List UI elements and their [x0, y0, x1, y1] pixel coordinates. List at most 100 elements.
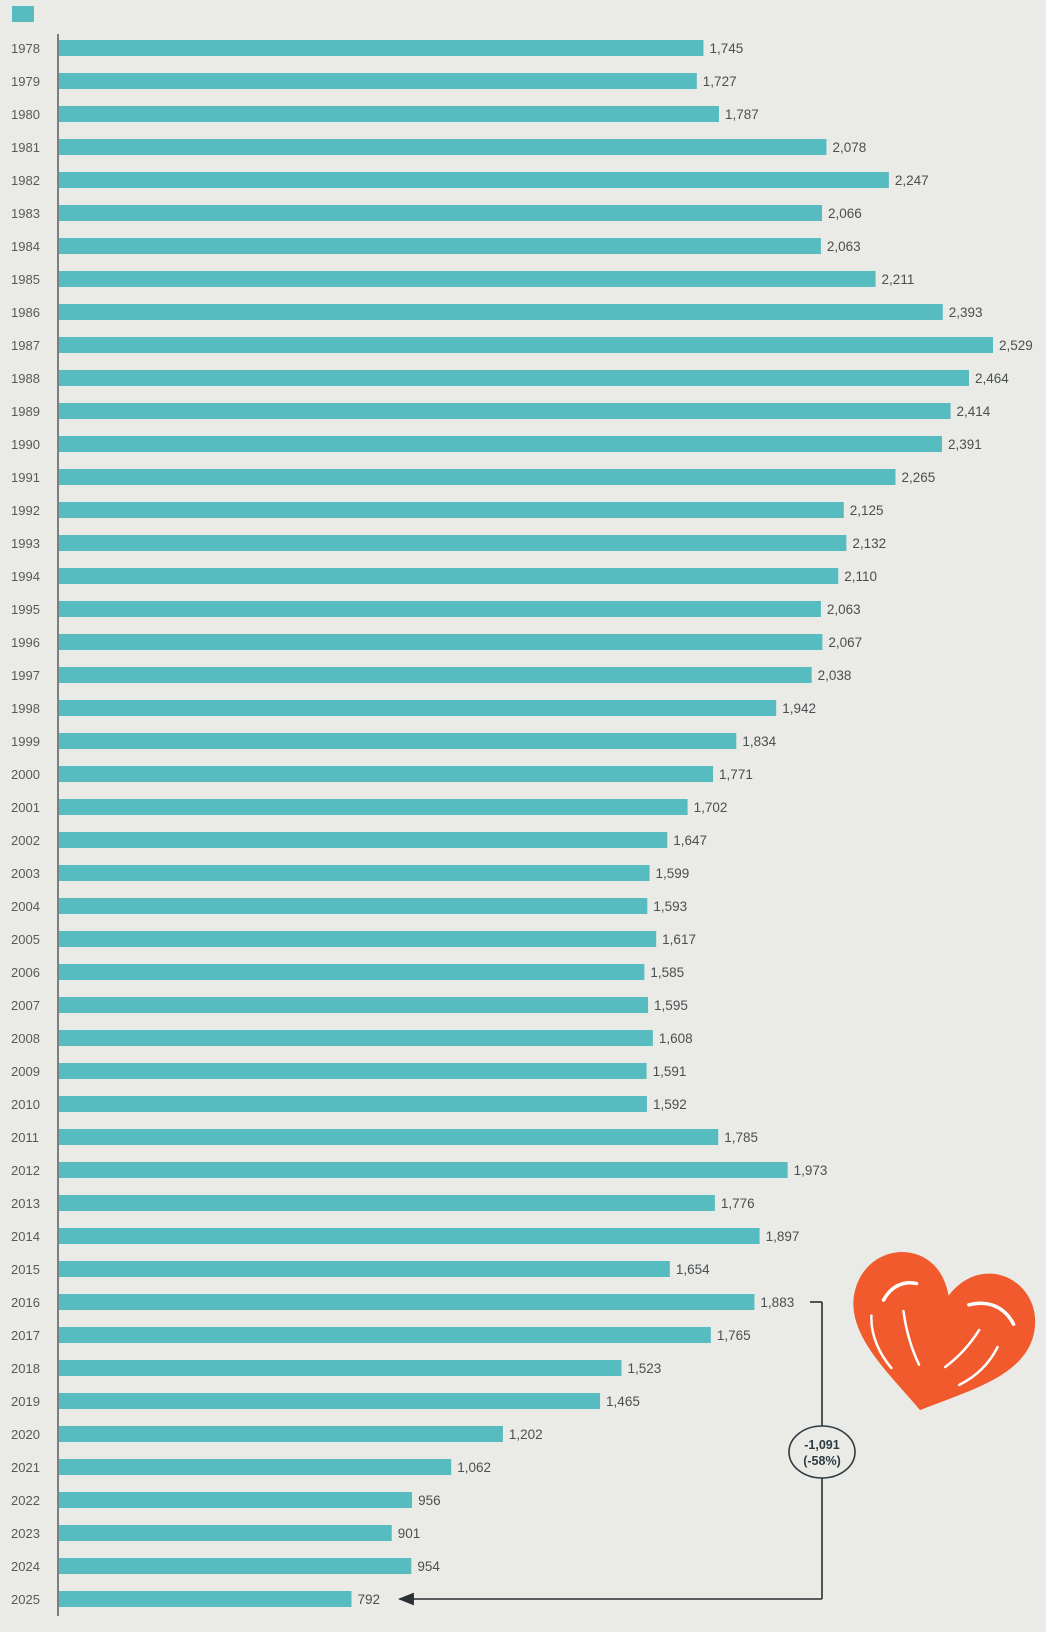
- bars-group: [59, 40, 993, 1607]
- bar-1981: [59, 139, 827, 155]
- bar-2019: [59, 1393, 601, 1409]
- value-label-1979: 1,727: [703, 74, 737, 89]
- year-label-1991: 1991: [11, 470, 40, 485]
- bar-2007: [59, 997, 649, 1013]
- value-label-2007: 1,595: [654, 998, 688, 1013]
- bar-2017: [59, 1327, 711, 1343]
- bar-2011: [59, 1129, 719, 1145]
- value-label-1980: 1,787: [725, 107, 759, 122]
- year-label-2022: 2022: [11, 1493, 40, 1508]
- value-label-1987: 2,529: [999, 338, 1033, 353]
- year-label-2024: 2024: [11, 1559, 40, 1574]
- value-label-2021: 1,062: [457, 1460, 491, 1475]
- bar-1996: [59, 634, 823, 650]
- bar-2021: [59, 1459, 452, 1475]
- bar-1989: [59, 403, 951, 419]
- value-label-2020: 1,202: [509, 1427, 543, 1442]
- bar-2010: [59, 1096, 647, 1112]
- heart-highlight-3: [902, 1309, 921, 1366]
- value-label-1997: 2,038: [818, 668, 852, 683]
- bar-2022: [59, 1492, 413, 1508]
- change-callout-percent: (-58%): [803, 1454, 841, 1468]
- bar-1984: [59, 238, 821, 254]
- bar-2023: [59, 1525, 392, 1541]
- year-label-2004: 2004: [11, 899, 40, 914]
- year-label-2009: 2009: [11, 1064, 40, 1079]
- bar-1997: [59, 667, 812, 683]
- bar-1993: [59, 535, 847, 551]
- value-label-1991: 2,265: [902, 470, 936, 485]
- bar-2013: [59, 1195, 715, 1211]
- heart-sticker-icon: [853, 1252, 1036, 1411]
- year-label-2003: 2003: [11, 866, 40, 881]
- year-label-2017: 2017: [11, 1328, 40, 1343]
- bar-1979: [59, 73, 697, 89]
- value-label-2000: 1,771: [719, 767, 753, 782]
- value-label-1988: 2,464: [975, 371, 1009, 386]
- year-label-2018: 2018: [11, 1361, 40, 1376]
- year-label-1986: 1986: [11, 305, 40, 320]
- value-label-2009: 1,591: [653, 1064, 687, 1079]
- year-label-2012: 2012: [11, 1163, 40, 1178]
- value-label-2002: 1,647: [673, 833, 707, 848]
- year-label-2006: 2006: [11, 965, 40, 980]
- bar-2000: [59, 766, 714, 782]
- year-label-2025: 2025: [11, 1592, 40, 1607]
- value-label-1983: 2,066: [828, 206, 862, 221]
- bar-1988: [59, 370, 969, 386]
- year-label-1978: 1978: [11, 41, 40, 56]
- value-label-1978: 1,745: [709, 41, 743, 56]
- heart-highlight-1: [881, 1281, 919, 1302]
- bar-1980: [59, 106, 719, 122]
- value-label-2022: 956: [418, 1493, 441, 1508]
- year-label-1998: 1998: [11, 701, 40, 716]
- bar-2025: [59, 1591, 352, 1607]
- value-label-1981: 2,078: [832, 140, 866, 155]
- bar-2020: [59, 1426, 503, 1442]
- year-label-2013: 2013: [11, 1196, 40, 1211]
- bar-1986: [59, 304, 943, 320]
- bar-2018: [59, 1360, 622, 1376]
- year-label-1980: 1980: [11, 107, 40, 122]
- heart-shape: [853, 1252, 1036, 1411]
- value-label-2018: 1,523: [627, 1361, 661, 1376]
- year-label-1995: 1995: [11, 602, 40, 617]
- value-label-1986: 2,393: [949, 305, 983, 320]
- value-label-1992: 2,125: [850, 503, 884, 518]
- year-label-2001: 2001: [11, 800, 40, 815]
- year-label-2019: 2019: [11, 1394, 40, 1409]
- value-label-2025: 792: [357, 1592, 380, 1607]
- year-label-2000: 2000: [11, 767, 40, 782]
- year-label-2020: 2020: [11, 1427, 40, 1442]
- value-label-1995: 2,063: [827, 602, 861, 617]
- bar-1990: [59, 436, 943, 452]
- value-label-2016: 1,883: [760, 1295, 794, 1310]
- value-label-1985: 2,211: [882, 272, 915, 287]
- value-label-2010: 1,592: [653, 1097, 687, 1112]
- year-label-2005: 2005: [11, 932, 40, 947]
- value-label-2019: 1,465: [606, 1394, 640, 1409]
- year-label-2015: 2015: [11, 1262, 40, 1277]
- year-labels-group: 1978 1979 1980 1981 1982 1983 1984 1985 1986 1987…: [11, 41, 40, 1607]
- year-label-1981: 1981: [11, 140, 40, 155]
- heart-highlight-2: [870, 1314, 893, 1370]
- year-label-1996: 1996: [11, 635, 40, 650]
- bar-1992: [59, 502, 844, 518]
- value-label-2017: 1,765: [717, 1328, 751, 1343]
- year-label-2023: 2023: [11, 1526, 40, 1541]
- year-label-2021: 2021: [11, 1460, 40, 1475]
- value-label-2001: 1,702: [694, 800, 728, 815]
- year-label-2008: 2008: [11, 1031, 40, 1046]
- value-label-1993: 2,132: [852, 536, 886, 551]
- year-label-2014: 2014: [11, 1229, 40, 1244]
- year-label-1997: 1997: [11, 668, 40, 683]
- year-label-1988: 1988: [11, 371, 40, 386]
- value-label-2014: 1,897: [766, 1229, 800, 1244]
- year-label-1987: 1987: [11, 338, 40, 353]
- bar-2024: [59, 1558, 412, 1574]
- year-label-1994: 1994: [11, 569, 40, 584]
- value-label-2015: 1,654: [676, 1262, 710, 1277]
- bar-1998: [59, 700, 777, 716]
- change-annotation: -1,091 (-58%): [397, 1301, 856, 1606]
